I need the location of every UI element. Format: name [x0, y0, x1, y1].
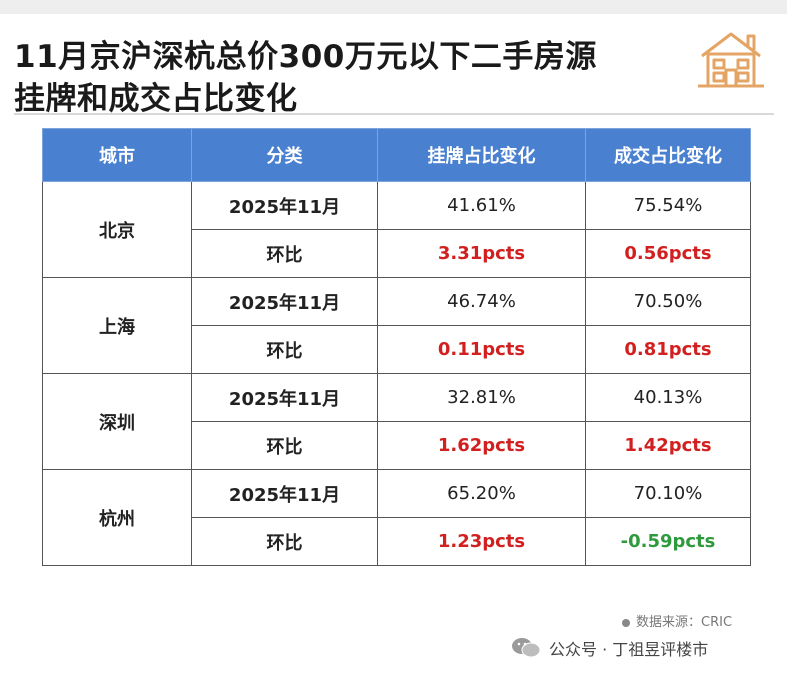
change-label-cell: 环比	[191, 229, 378, 278]
listing-share-cell: 41.61%	[377, 181, 586, 230]
listing-share-cell: 32.81%	[377, 373, 586, 422]
deal-share-cell: 70.10%	[585, 469, 751, 518]
change-label-cell: 环比	[191, 421, 378, 470]
deal-share-cell: 40.13%	[585, 373, 751, 422]
listing-change-cell: 0.11pcts	[377, 325, 586, 374]
data-source: 数据来源：CRIC	[622, 611, 732, 630]
deal-change-cell: 0.56pcts	[585, 229, 751, 278]
listing-change-cell: 3.31pcts	[377, 229, 586, 278]
page-title: 11月京沪深杭总价300万元以下二手房源 挂牌和成交占比变化	[14, 36, 674, 120]
listing-share-cell: 65.20%	[377, 469, 586, 518]
wechat-account[interactable]: 公众号 · 丁祖昱评楼市	[511, 636, 708, 660]
dot-icon	[622, 618, 630, 627]
table-row: 上海 2025年11月 46.74% 70.50%	[42, 277, 751, 374]
city-cell: 杭州	[42, 469, 192, 566]
city-cell: 北京	[42, 181, 192, 278]
header-city: 城市	[42, 128, 192, 182]
table-row: 环比 1.23pcts -0.59pcts	[43, 517, 751, 566]
month-cell: 2025年11月	[191, 181, 378, 230]
deal-share-cell: 70.50%	[585, 277, 751, 326]
city-cell: 深圳	[42, 373, 192, 470]
data-source-text: 数据来源：CRIC	[636, 615, 733, 630]
change-label-cell: 环比	[191, 325, 378, 374]
header-category: 分类	[191, 128, 378, 182]
wechat-icon	[512, 638, 541, 658]
wechat-account-name: 公众号 · 丁祖昱评楼市	[549, 640, 709, 659]
top-shade	[0, 0, 787, 14]
deal-change-cell: -0.59pcts	[585, 517, 751, 566]
listing-change-cell: 1.23pcts	[377, 517, 586, 566]
listing-change-cell: 1.62pcts	[377, 421, 586, 470]
header-deal-share: 成交占比变化	[585, 128, 751, 182]
table-header-row: 城市 分类 挂牌占比变化 成交占比变化	[42, 128, 751, 182]
divider	[14, 113, 774, 115]
table-row: 北京 2025年11月 41.61% 75.54%	[42, 181, 751, 278]
table-row: 深圳 2025年11月 32.81% 40.13%	[42, 373, 751, 470]
data-table: 城市 分类 挂牌占比变化 成交占比变化 北京 2025年11月 41.61% 7…	[42, 128, 751, 566]
header-listing-share: 挂牌占比变化	[377, 128, 586, 182]
month-cell: 2025年11月	[191, 469, 378, 518]
month-cell: 2025年11月	[191, 373, 378, 422]
title-line-1: 11月京沪深杭总价300万元以下二手房源	[14, 39, 597, 75]
table-row: 环比 3.31pcts 0.56pcts	[43, 229, 751, 278]
deal-share-cell: 75.54%	[585, 181, 751, 230]
city-cell: 上海	[42, 277, 192, 374]
table-row: 环比 1.62pcts 1.42pcts	[43, 421, 751, 470]
listing-share-cell: 46.74%	[377, 277, 586, 326]
deal-change-cell: 1.42pcts	[585, 421, 751, 470]
title-line-2: 挂牌和成交占比变化	[14, 81, 298, 117]
month-cell: 2025年11月	[191, 277, 378, 326]
change-label-cell: 环比	[191, 517, 378, 566]
deal-change-cell: 0.81pcts	[585, 325, 751, 374]
house-icon	[698, 32, 764, 88]
table-row: 杭州 2025年11月 65.20% 70.10%	[42, 469, 751, 566]
table-row: 环比 0.11pcts 0.81pcts	[43, 325, 751, 374]
